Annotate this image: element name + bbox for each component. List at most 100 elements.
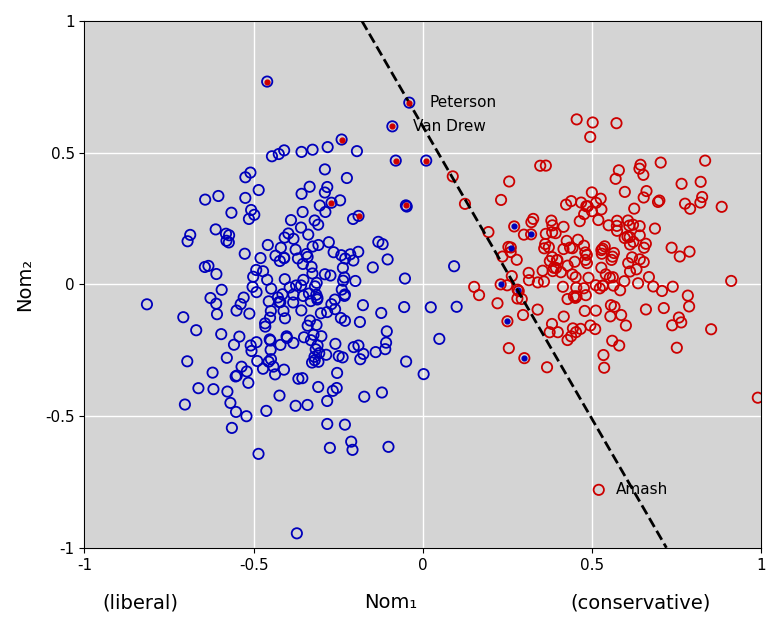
Point	[586, 206, 598, 216]
Point	[308, 355, 321, 365]
Point	[287, 289, 300, 299]
Point	[345, 437, 358, 447]
Point	[206, 368, 219, 378]
Point	[605, 255, 618, 265]
Point	[390, 156, 402, 166]
Point	[306, 241, 319, 251]
Point	[322, 142, 334, 152]
Point	[273, 149, 285, 159]
Point	[379, 344, 391, 354]
Point	[598, 362, 611, 372]
Point	[336, 284, 348, 294]
Point	[306, 145, 319, 155]
Point	[330, 383, 343, 393]
Point	[282, 229, 294, 239]
Point	[501, 316, 514, 326]
Point	[525, 217, 537, 227]
Text: (conservative): (conservative)	[570, 594, 711, 612]
Point	[579, 248, 591, 258]
Point	[266, 151, 278, 161]
Point	[273, 297, 285, 307]
Point	[301, 252, 314, 262]
Point	[400, 356, 412, 366]
Point	[505, 242, 517, 252]
Point	[354, 354, 366, 364]
Point	[725, 276, 737, 286]
Point	[505, 242, 517, 252]
Point	[315, 331, 327, 341]
Point	[623, 232, 636, 242]
Point	[607, 281, 619, 291]
Point	[215, 329, 227, 339]
Point	[291, 528, 303, 538]
Point	[546, 319, 558, 329]
Point	[623, 221, 636, 231]
Point	[640, 186, 653, 196]
Point	[597, 350, 610, 360]
Point	[682, 291, 694, 301]
Point	[696, 192, 708, 202]
Point	[518, 353, 530, 363]
Point	[244, 168, 257, 177]
Point	[522, 268, 535, 278]
Point	[267, 362, 280, 372]
Point	[604, 311, 617, 321]
Point	[223, 230, 235, 240]
Point	[447, 171, 459, 181]
Point	[652, 197, 665, 207]
Point	[375, 308, 387, 318]
Point	[538, 243, 551, 253]
Point	[347, 256, 359, 266]
Point	[627, 220, 640, 230]
Point	[597, 244, 609, 254]
Point	[632, 278, 644, 288]
Y-axis label: Nom₂: Nom₂	[15, 258, 34, 311]
Point	[562, 261, 574, 271]
Point	[287, 338, 300, 348]
Point	[339, 289, 351, 299]
Point	[312, 357, 325, 367]
Point	[627, 237, 640, 247]
Point	[511, 255, 523, 265]
Point	[327, 248, 340, 258]
Point	[352, 211, 365, 221]
Point	[291, 254, 304, 264]
Point	[540, 362, 553, 372]
Point	[337, 276, 349, 286]
Point	[575, 198, 587, 208]
Point	[228, 340, 241, 350]
Point	[666, 320, 679, 330]
Point	[257, 266, 269, 276]
Point	[329, 304, 341, 314]
Point	[323, 238, 335, 248]
Point	[308, 281, 321, 291]
Point	[555, 268, 567, 278]
Point	[574, 324, 587, 334]
Point	[239, 193, 251, 203]
Point	[694, 177, 707, 187]
Point	[570, 291, 583, 301]
Point	[319, 188, 331, 198]
Point	[224, 398, 237, 408]
Point	[451, 302, 463, 312]
Point	[184, 230, 197, 240]
Point	[310, 278, 323, 288]
Point	[538, 276, 551, 286]
Point	[230, 371, 243, 381]
Text: Nom₁: Nom₁	[364, 594, 417, 612]
Point	[351, 146, 363, 156]
Point	[494, 279, 507, 289]
Point	[614, 285, 626, 295]
Point	[567, 323, 580, 333]
Point	[230, 407, 242, 417]
Point	[259, 318, 271, 328]
Point	[290, 281, 302, 291]
Point	[566, 243, 579, 253]
Point	[401, 201, 413, 211]
Point	[303, 289, 316, 299]
Point	[238, 249, 251, 259]
Point	[234, 299, 247, 309]
Point	[315, 308, 327, 318]
Point	[301, 321, 314, 331]
Point	[242, 378, 255, 388]
